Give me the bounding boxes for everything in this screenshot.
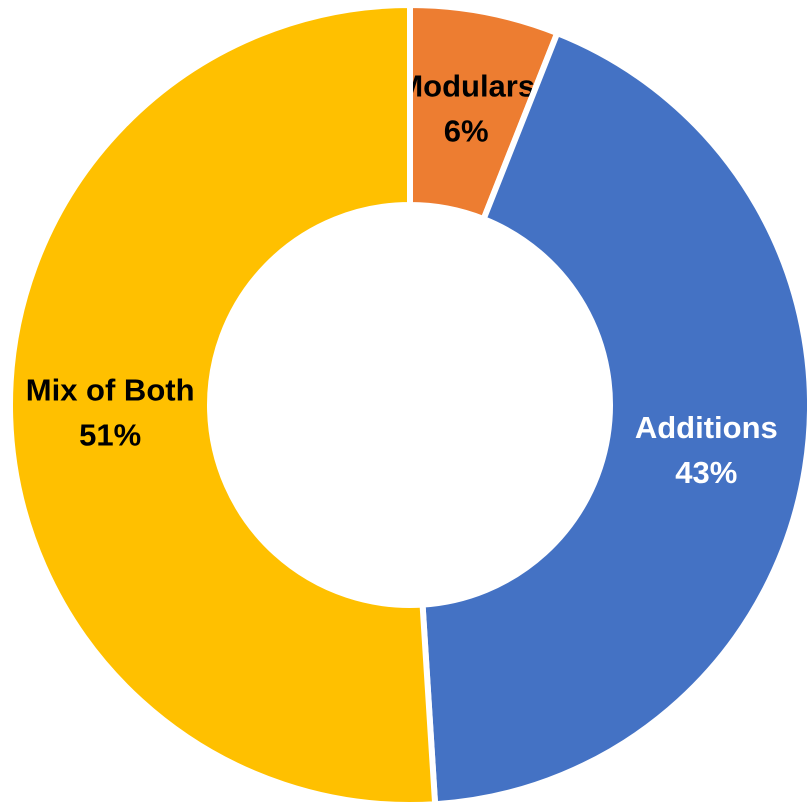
value-label: 51% [79,418,141,453]
donut-segment [419,29,807,807]
segment-label: Additions [635,410,778,445]
value-label: 43% [675,455,737,490]
segment-label: Modulars [397,69,535,104]
donut-segment [7,1,439,807]
value-label: 6% [444,114,489,149]
segment-label: Mix of Both [26,373,195,408]
